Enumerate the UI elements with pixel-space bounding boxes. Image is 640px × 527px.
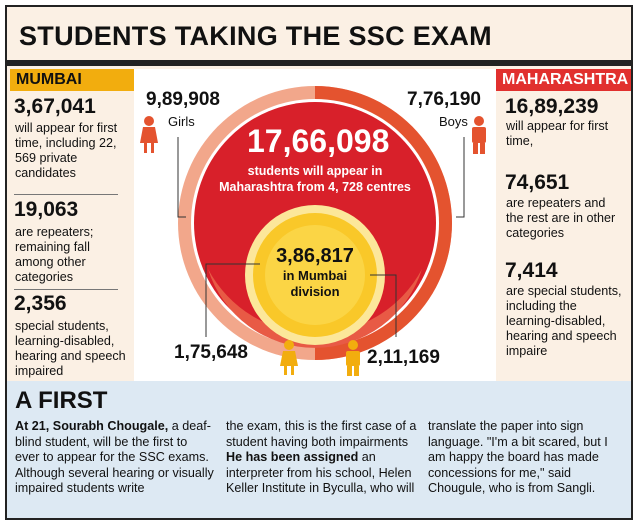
a-first-title: A FIRST bbox=[15, 387, 108, 414]
students-diagram: 9,89,908 Girls 7,76,190 Boys 17,66,098 s… bbox=[134, 69, 496, 381]
a-first-column-1: At 21, Sourabh Chougale, a deaf-blind st… bbox=[15, 419, 215, 497]
maharashtra-repeaters-value: 74,651 bbox=[505, 171, 570, 194]
mumbai-first-time-value: 3,67,041 bbox=[14, 95, 96, 118]
inner-arc bbox=[208, 269, 422, 348]
boy-icon bbox=[472, 116, 486, 154]
mumbai-panel: MUMBAI 3,67,041 will appear for first ti… bbox=[10, 69, 134, 381]
girls-connector bbox=[177, 137, 186, 218]
boys-connector bbox=[456, 137, 465, 218]
mumbai-girls-connector bbox=[205, 263, 260, 337]
mumbai-special-text: special students, learning-disabled, hea… bbox=[15, 319, 126, 378]
girl-icon bbox=[140, 116, 158, 153]
page-title: STUDENTS TAKING THE SSC EXAM bbox=[19, 21, 492, 51]
mumbai-boy-icon bbox=[346, 340, 360, 376]
a-first-column-3: translate the paper into sign language. … bbox=[428, 419, 608, 496]
a-first-col1-bold: At 21, Sourabh Chougale, bbox=[15, 419, 169, 433]
mumbai-total-value: 3,86,817 bbox=[276, 245, 354, 267]
title-divider bbox=[7, 60, 631, 66]
maharashtra-first-time-value: 16,89,239 bbox=[505, 95, 599, 118]
mumbai-header: MUMBAI bbox=[10, 69, 134, 91]
a-first-col1-text: a deaf-blind student, will be the first … bbox=[15, 419, 214, 496]
mumbai-special-value: 2,356 bbox=[14, 292, 67, 315]
a-first-col2-bold: He has been assigned bbox=[226, 450, 359, 465]
divider bbox=[14, 194, 118, 195]
boys-label: Boys bbox=[439, 114, 468, 129]
total-text-line1: students will appear in bbox=[247, 164, 383, 178]
mumbai-girl-icon bbox=[280, 340, 298, 375]
mumbai-repeaters-text: are repeaters; remaining fall among othe… bbox=[15, 225, 94, 284]
circle-diagram bbox=[140, 86, 486, 376]
mumbai-boys-connector bbox=[370, 274, 397, 337]
mumbai-total-text-line1: in Mumbai bbox=[282, 268, 348, 283]
a-first-section: A FIRST At 21, Sourabh Chougale, a deaf-… bbox=[7, 381, 631, 518]
mumbai-disk bbox=[265, 225, 365, 325]
divider bbox=[14, 289, 118, 290]
maharashtra-repeaters-text: are repeaters and the rest are in other … bbox=[506, 196, 616, 240]
mumbai-total-text-line2: division bbox=[290, 284, 340, 299]
mumbai-repeaters-value: 19,063 bbox=[14, 198, 79, 221]
total-text-line2: Maharashtra from 4, 728 centres bbox=[219, 180, 411, 194]
girls-value: 9,89,908 bbox=[146, 89, 220, 110]
girls-label: Girls bbox=[168, 114, 195, 129]
maharashtra-header: MAHARASHTRA bbox=[496, 69, 631, 91]
maharashtra-first-time-text: will appear for first time, bbox=[506, 119, 609, 148]
maharashtra-special-value: 7,414 bbox=[505, 259, 558, 282]
a-first-column-2: the exam, this is the first case of a st… bbox=[226, 419, 420, 497]
total-value: 17,66,098 bbox=[247, 123, 390, 159]
a-first-col2-text2: an interpreter from his school, Helen Ke… bbox=[226, 450, 415, 496]
a-first-col2-text1: the exam, this is the first case of a st… bbox=[226, 419, 417, 449]
maharashtra-special-text: are special students, including the lear… bbox=[506, 284, 622, 358]
mumbai-girls-value: 1,75,648 bbox=[174, 342, 248, 363]
mumbai-first-time-text: will appear for first time, including 22… bbox=[15, 121, 118, 180]
boys-value: 7,76,190 bbox=[407, 89, 481, 110]
mumbai-boys-value: 2,11,169 bbox=[367, 347, 440, 368]
infographic: STUDENTS TAKING THE SSC EXAM MUMBAI 3,67… bbox=[5, 5, 633, 520]
maharashtra-panel: MAHARASHTRA 16,89,239 will appear for fi… bbox=[496, 69, 631, 381]
